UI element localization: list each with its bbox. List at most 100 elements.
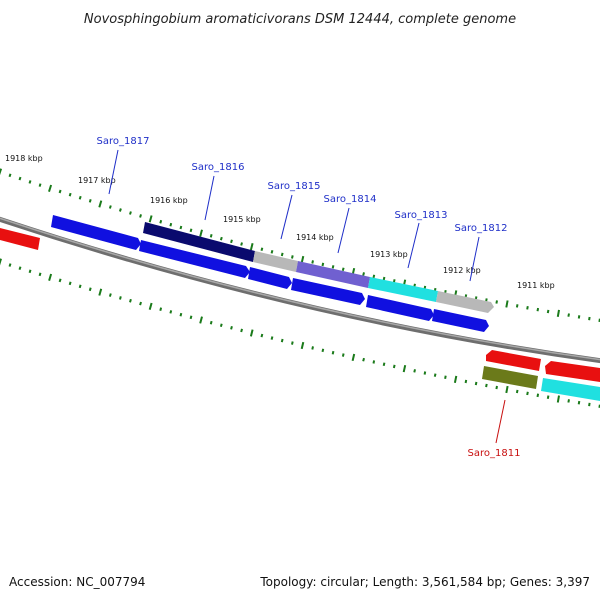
gene-feature-saro-1811[interactable] — [482, 366, 538, 389]
minor-tick — [485, 383, 488, 388]
minor-tick — [18, 266, 22, 271]
minor-tick — [8, 263, 12, 267]
major-tick — [48, 273, 53, 281]
cyan-feature[interactable] — [541, 378, 600, 401]
minor-tick — [311, 346, 314, 350]
major-tick — [98, 200, 103, 208]
minor-tick — [331, 350, 335, 355]
minor-tick — [179, 225, 183, 230]
minor-tick — [382, 276, 386, 281]
gene-label-saro-1812[interactable]: Saro_1812 — [455, 223, 508, 234]
tick-labels: 1918 kbp 1917 kbp 1916 kbp 1915 kbp 1914… — [5, 154, 555, 290]
minor-tick — [240, 242, 243, 246]
tick-label: 1917 kbp — [78, 176, 116, 185]
major-tick — [505, 385, 509, 394]
label-leaders — [108, 149, 506, 444]
minor-tick — [362, 357, 365, 362]
gene-feature-saro-1816[interactable] — [143, 222, 255, 262]
gene-label-saro-1813[interactable]: Saro_1813 — [395, 210, 448, 221]
major-tick — [556, 309, 560, 317]
minor-tick — [18, 176, 22, 181]
tick-label: 1911 kbp — [517, 281, 555, 290]
minor-tick — [209, 234, 213, 238]
minor-tick — [28, 269, 32, 274]
gene-feature-saro-1817[interactable] — [51, 215, 141, 250]
minor-tick — [577, 315, 581, 319]
minor-tick — [567, 313, 570, 317]
minor-tick — [546, 309, 550, 314]
minor-tick — [413, 369, 416, 373]
reverse-feature[interactable] — [545, 361, 600, 382]
gene-label-saro-1817[interactable]: Saro_1817 — [97, 136, 150, 147]
forward-strand-inner — [139, 240, 489, 332]
minor-tick — [219, 323, 223, 328]
tick-label: 1914 kbp — [296, 233, 334, 242]
cds-block[interactable] — [366, 295, 434, 321]
minor-tick — [260, 333, 264, 338]
cds-block[interactable] — [139, 240, 250, 278]
cds-block[interactable] — [248, 267, 292, 289]
gene-feature-saro-1815[interactable] — [253, 251, 298, 272]
minor-tick — [88, 287, 92, 292]
minor-tick — [577, 400, 581, 405]
gene-labels: Saro_1817 Saro_1816 Saro_1815 Saro_1814 … — [97, 136, 521, 459]
minor-tick — [129, 211, 132, 215]
minor-tick — [179, 312, 183, 317]
tick-label: 1912 kbp — [443, 266, 481, 275]
minor-tick — [536, 393, 540, 398]
minor-tick — [139, 214, 142, 218]
minor-tick — [382, 362, 386, 367]
tick-label: 1915 kbp — [223, 215, 261, 224]
minor-tick — [38, 183, 42, 187]
minor-tick — [68, 281, 72, 286]
gene-feature-saro-1812[interactable] — [436, 291, 494, 313]
major-tick — [300, 341, 305, 350]
gene-label-saro-1815[interactable]: Saro_1815 — [268, 181, 321, 192]
major-tick — [556, 395, 560, 403]
genome-backbone-highlight — [0, 217, 600, 361]
cds-block[interactable] — [432, 309, 489, 332]
minor-tick — [58, 189, 62, 194]
minor-tick — [311, 260, 314, 264]
minor-tick — [464, 379, 468, 384]
minor-tick — [68, 192, 72, 197]
minor-tick — [291, 341, 294, 345]
reverse-feature-left[interactable] — [0, 228, 40, 250]
gene-feature-saro-1814[interactable] — [296, 261, 370, 288]
map-title: Novosphingobium aromaticivorans DSM 1244… — [84, 12, 516, 27]
cds-block[interactable] — [291, 278, 365, 305]
major-tick — [300, 255, 305, 264]
minor-tick — [341, 267, 345, 272]
reverse-feature[interactable] — [486, 350, 541, 371]
major-tick — [505, 300, 509, 308]
minor-tick — [78, 284, 82, 289]
minor-tick — [8, 173, 12, 178]
minor-tick — [392, 364, 396, 369]
minor-tick — [331, 265, 335, 269]
minor-tick — [423, 371, 427, 375]
leader-line-saro-1813 — [407, 222, 420, 269]
minor-tick — [515, 389, 519, 394]
major-tick — [453, 375, 458, 383]
gene-label-saro-1816[interactable]: Saro_1816 — [192, 162, 245, 173]
minor-tick — [567, 399, 570, 403]
major-tick — [249, 243, 254, 251]
tick-label: 1913 kbp — [370, 250, 408, 259]
minor-tick — [108, 205, 112, 209]
gene-label-saro-1814[interactable]: Saro_1814 — [324, 194, 377, 205]
minor-tick — [88, 199, 92, 203]
minor-tick — [270, 250, 274, 254]
minor-tick — [536, 307, 540, 312]
minor-tick — [495, 300, 498, 304]
gene-feature-saro-1813[interactable] — [368, 277, 438, 302]
gene-label-saro-1811[interactable]: Saro_1811 — [468, 448, 521, 459]
minor-tick — [495, 385, 498, 390]
major-tick — [249, 329, 254, 337]
minor-tick — [444, 375, 447, 379]
inner-tick-track — [0, 258, 600, 408]
minor-tick — [240, 328, 243, 333]
minor-tick — [58, 278, 62, 283]
minor-tick — [392, 279, 396, 283]
major-tick — [351, 353, 356, 362]
